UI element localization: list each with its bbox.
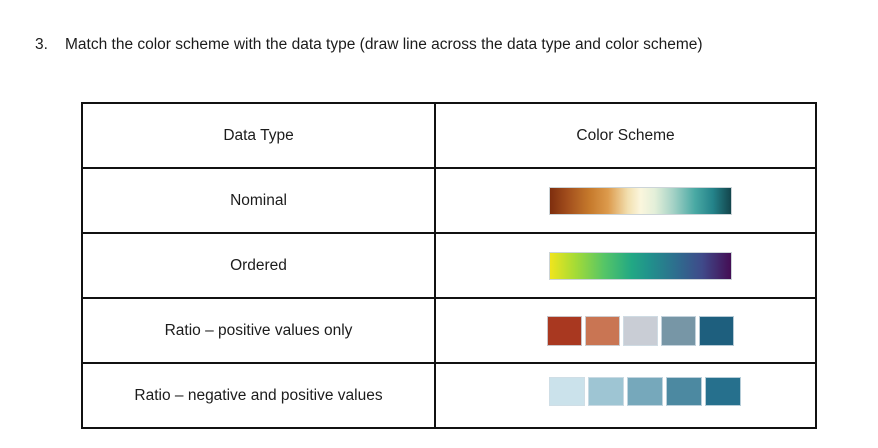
data-type-label: Nominal [81,167,436,234]
color-scheme-cell [434,167,817,234]
color-swatch [587,377,624,406]
color-swatch [547,315,582,346]
table-row-nominal: Nominal [81,167,817,234]
data-type-label: Ordered [81,232,436,299]
header-data-type: Data Type [81,102,436,169]
header-color-scheme: Color Scheme [434,102,817,169]
table-row-ratio-negative-positive: Ratio – negative and positive values [81,362,817,429]
scheme-wrap [451,315,830,346]
match-table: Data Type Color Scheme Nominal Ordered R… [81,102,817,429]
question-number: 3. [35,36,48,53]
table-row-ordered: Ordered [81,232,817,299]
color-swatch [548,377,585,406]
viridis-gradient [549,251,732,280]
color-swatch [585,315,620,346]
color-swatch [704,377,741,406]
scheme-wrap [451,251,830,280]
color-swatch [661,315,696,346]
sequential-blue-swatches [548,377,741,406]
data-type-label: Ratio – negative and positive values [81,362,436,429]
scheme-wrap [455,377,834,406]
color-swatch [665,377,702,406]
color-scheme-cell [434,232,817,299]
data-type-label: Ratio – positive values only [81,297,436,364]
color-swatch [623,315,658,346]
color-swatch [699,315,734,346]
table-row-ratio-positive: Ratio – positive values only [81,297,817,364]
color-scheme-cell [434,362,817,429]
question-text: Match the color scheme with the data typ… [65,36,703,53]
diverging-red-blue-swatches [547,315,734,346]
scheme-wrap [451,186,830,215]
table-header-row: Data Type Color Scheme [81,102,817,169]
color-scheme-cell [434,297,817,364]
diverging-brown-teal-gradient [549,186,732,215]
question-heading: 3. Match the color scheme with the data t… [35,36,703,54]
color-swatch [626,377,663,406]
